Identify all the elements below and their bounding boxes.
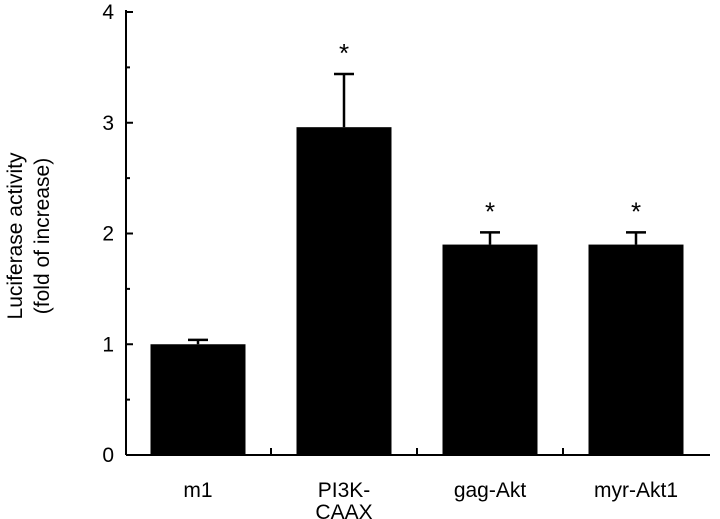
- y-axis-title-line-2: (fold of increase): [31, 158, 54, 314]
- y-tick-label: 2: [102, 223, 114, 246]
- significance-marker: *: [485, 196, 495, 226]
- x-tick-label: myr-Akt1: [594, 479, 678, 502]
- x-tick-label: gag-Akt: [454, 479, 527, 502]
- significance-marker: *: [631, 196, 641, 226]
- bar: [150, 344, 246, 455]
- x-tick-label: PI3K-: [318, 479, 371, 502]
- bar: [442, 244, 538, 455]
- y-tick-label: 1: [102, 333, 114, 356]
- x-tick-label: m1: [183, 479, 212, 502]
- bar: [296, 127, 392, 456]
- y-tick-label: 4: [102, 1, 114, 24]
- x-tick-label: CAAX: [315, 501, 372, 519]
- plot-area: 0 1 2 3 4 m1 * PI3K-CAAX * gag-Akt * myr-Akt1: [102, 1, 710, 519]
- y-axis-title: Luciferase activity (fold of increase): [4, 152, 54, 319]
- bar: [588, 244, 684, 455]
- y-tick-label: 3: [102, 112, 114, 135]
- y-axis-title-line-1: Luciferase activity: [4, 152, 27, 319]
- y-tick-label: 0: [102, 444, 114, 467]
- significance-marker: *: [339, 38, 349, 68]
